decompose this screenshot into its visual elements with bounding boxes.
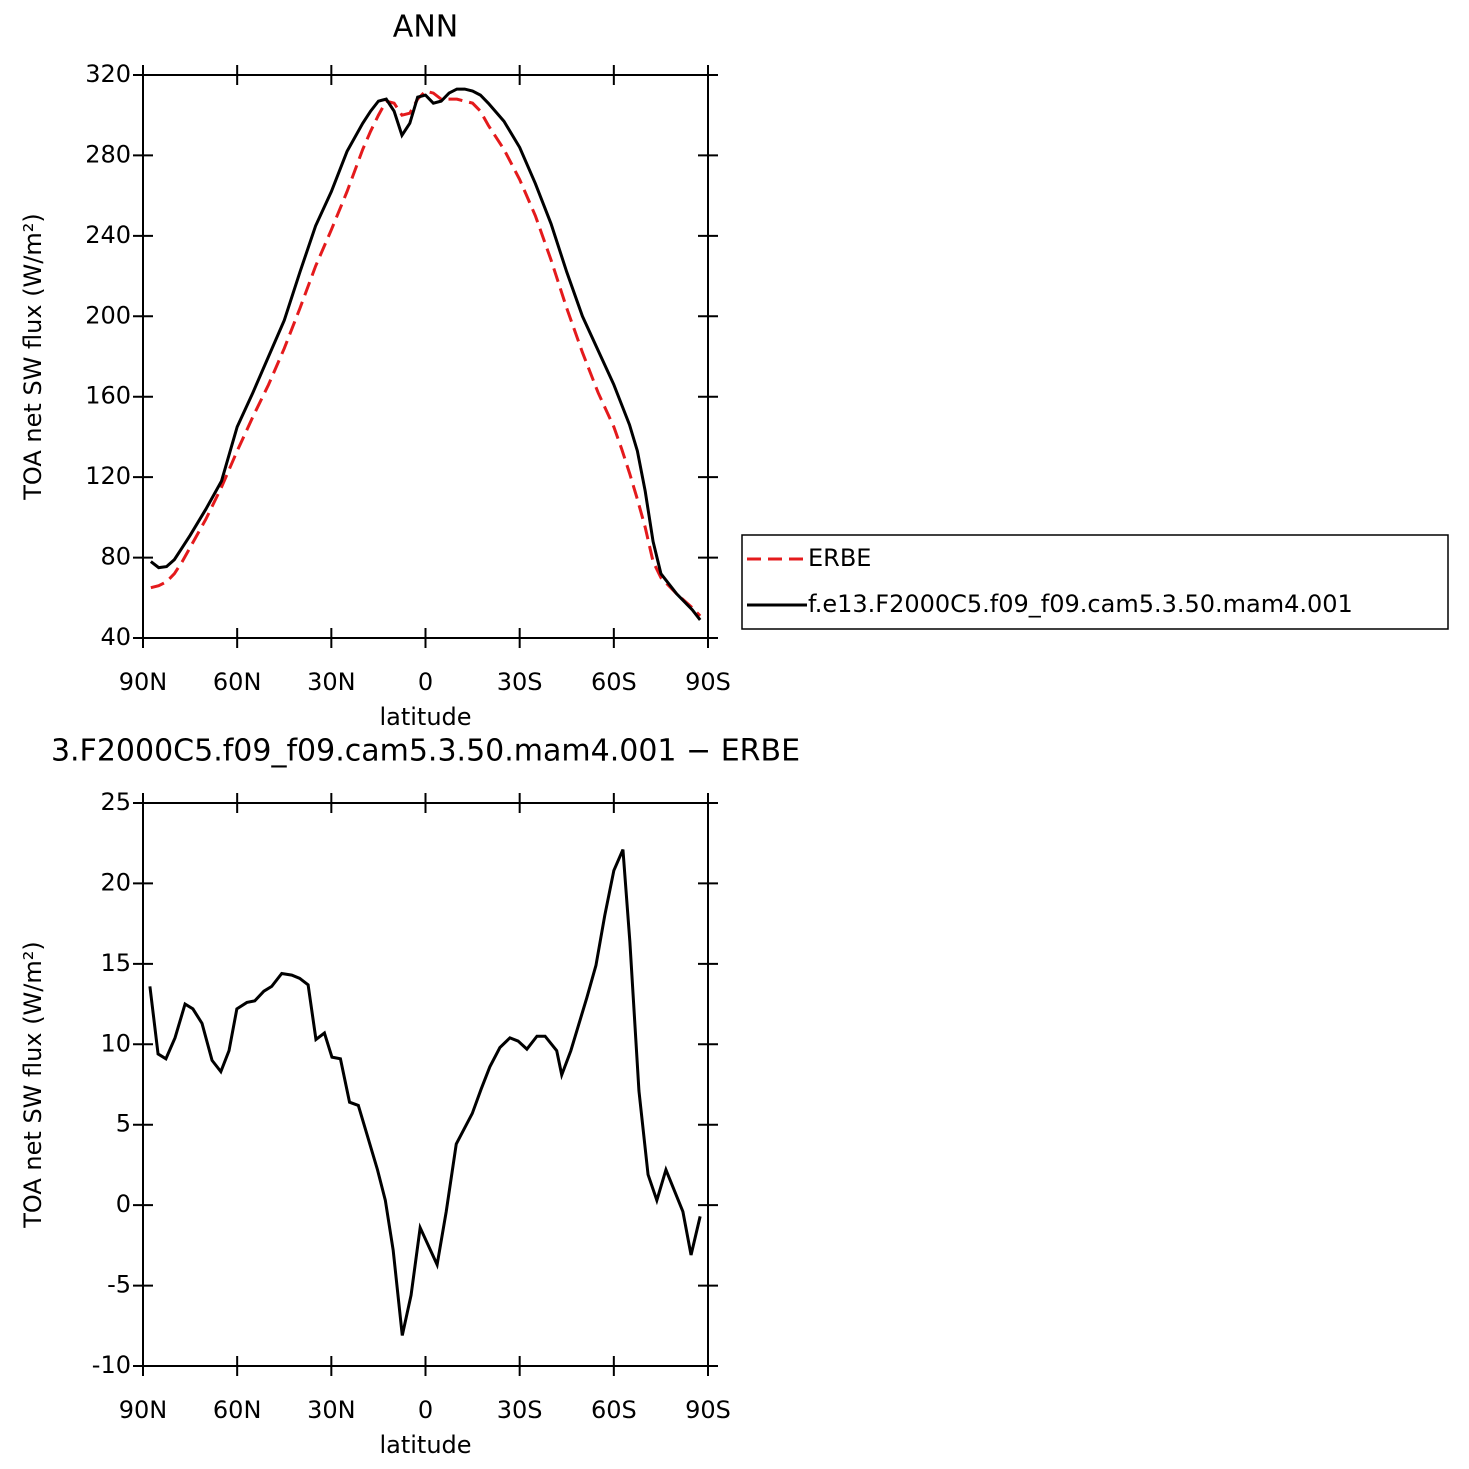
x-axis-label: latitude xyxy=(379,703,471,731)
x-tick-label: 0 xyxy=(418,1396,433,1424)
x-axis-label: latitude xyxy=(379,1431,471,1459)
y-tick-label: 160 xyxy=(85,382,131,410)
y-tick-label: 200 xyxy=(85,301,131,329)
y-tick-label: 25 xyxy=(100,788,131,816)
data-line xyxy=(149,87,702,621)
y-tick-label: 0 xyxy=(116,1190,131,1218)
chart-title: 3.F2000C5.f09_f09.cam5.3.50.mam4.001 − E… xyxy=(51,734,800,769)
y-tick-label: 320 xyxy=(85,60,131,88)
x-tick-label: 60N xyxy=(213,1396,262,1424)
y-tick-label: -5 xyxy=(107,1271,131,1299)
y-tick-label: 40 xyxy=(100,623,131,651)
data-line xyxy=(148,849,702,1336)
legend-label: f.e13.F2000C5.f09_f09.cam5.3.50.mam4.001 xyxy=(808,590,1353,618)
y-axis-label: TOA net SW flux (W/m²) xyxy=(19,941,47,1229)
y-tick-label: 120 xyxy=(85,462,131,490)
x-tick-label: 60S xyxy=(591,1396,637,1424)
y-tick-label: -10 xyxy=(92,1351,131,1379)
chart-title: ANN xyxy=(393,10,458,45)
y-tick-label: 10 xyxy=(100,1029,131,1057)
x-tick-label: 30N xyxy=(307,1396,356,1424)
y-tick-label: 240 xyxy=(85,221,131,249)
x-tick-label: 0 xyxy=(418,668,433,696)
y-tick-label: 80 xyxy=(100,543,131,571)
legend-label: ERBE xyxy=(808,544,871,572)
data-line xyxy=(150,89,702,617)
x-tick-label: 90S xyxy=(685,668,731,696)
plot-frame xyxy=(142,802,709,1367)
y-tick-label: 5 xyxy=(116,1110,131,1138)
x-tick-label: 30S xyxy=(497,668,543,696)
x-tick-label: 60S xyxy=(591,668,637,696)
y-tick-label: 20 xyxy=(100,868,131,896)
x-tick-label: 30S xyxy=(497,1396,543,1424)
plot-frame xyxy=(142,74,709,639)
x-tick-label: 90S xyxy=(685,1396,731,1424)
x-tick-label: 30N xyxy=(307,668,356,696)
x-tick-label: 90N xyxy=(119,1396,168,1424)
x-tick-label: 60N xyxy=(213,668,262,696)
legend-box xyxy=(741,534,1449,630)
y-tick-label: 15 xyxy=(100,949,131,977)
x-tick-label: 90N xyxy=(119,668,168,696)
y-axis-label: TOA net SW flux (W/m²) xyxy=(19,213,47,501)
y-tick-label: 280 xyxy=(85,140,131,168)
